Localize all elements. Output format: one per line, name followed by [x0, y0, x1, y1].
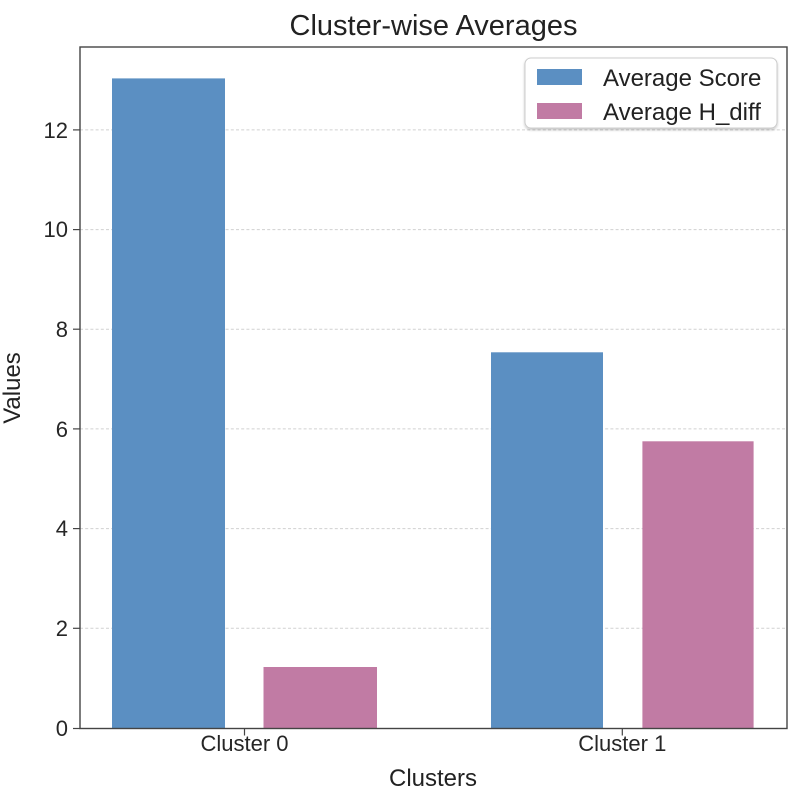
svg-text:Cluster 1: Cluster 1 — [578, 731, 666, 756]
svg-text:0: 0 — [56, 716, 68, 741]
svg-text:Average H_diff: Average H_diff — [603, 99, 761, 126]
svg-text:Cluster 0: Cluster 0 — [200, 731, 288, 756]
svg-text:8: 8 — [56, 317, 68, 342]
svg-text:6: 6 — [56, 417, 68, 442]
svg-text:Values: Values — [0, 352, 26, 424]
svg-text:10: 10 — [44, 217, 68, 242]
svg-text:12: 12 — [44, 118, 68, 143]
svg-text:Cluster-wise Averages: Cluster-wise Averages — [290, 10, 578, 42]
svg-text:Clusters: Clusters — [389, 765, 477, 792]
svg-text:2: 2 — [56, 616, 68, 641]
svg-text:4: 4 — [56, 516, 68, 541]
svg-text:Average Score: Average Score — [603, 65, 761, 92]
